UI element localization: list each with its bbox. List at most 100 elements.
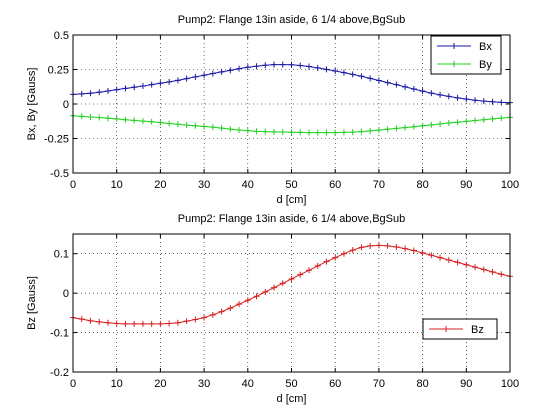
data-point-bx <box>113 86 120 93</box>
data-point-bz <box>367 242 374 249</box>
x-tick-label: 90 <box>460 179 472 191</box>
data-point-by <box>297 129 304 136</box>
y-axis-label-bz: Bz [Gauss] <box>26 276 38 330</box>
data-point-bz <box>157 320 164 327</box>
data-point-by <box>340 129 347 136</box>
x-tick-label: 0 <box>70 179 76 191</box>
x-tick-label: 0 <box>70 378 76 390</box>
data-point-bz <box>271 284 278 291</box>
data-point-bz <box>419 249 426 256</box>
data-point-bx <box>332 68 339 75</box>
data-point-by <box>166 120 173 127</box>
y-tick-label: -0.25 <box>44 134 69 146</box>
data-point-bx <box>297 62 304 69</box>
data-point-bz <box>148 320 155 327</box>
data-point-by <box>428 121 435 128</box>
data-point-bz <box>375 242 382 249</box>
data-point-by <box>157 119 164 126</box>
legend-label-by: By <box>479 59 492 71</box>
data-point-by <box>131 117 138 124</box>
data-point-by <box>314 129 321 136</box>
data-point-bx <box>472 97 479 104</box>
ticks-bx-by: 0 10 20 30 40 50 60 70 80 90 100 -0.5 -0.25 0 0.25 0.5 <box>44 30 519 191</box>
data-point-bz <box>236 301 243 308</box>
data-point-bz <box>454 259 461 266</box>
data-point-bx <box>174 77 181 84</box>
data-point-bx <box>157 80 164 87</box>
x-tick-label: 50 <box>285 378 297 390</box>
legend-label-bx: Bx <box>479 41 492 53</box>
data-point-bx <box>305 63 312 70</box>
data-point-by <box>218 125 225 132</box>
legend-marker-by <box>451 61 457 67</box>
data-point-bz <box>166 320 173 327</box>
data-point-by <box>113 115 120 122</box>
data-point-bz <box>227 305 234 312</box>
ticks-bz: 0 10 20 30 40 50 60 70 80 90 100 -0.2 -0.1 0 0.1 <box>50 234 519 390</box>
data-point-bx <box>454 94 461 101</box>
data-point-bx <box>375 77 382 84</box>
data-point-by <box>358 128 365 135</box>
data-point-bz <box>340 250 347 257</box>
data-point-bx <box>78 90 85 97</box>
data-point-by <box>148 118 155 125</box>
data-point-bz <box>323 258 330 265</box>
data-point-bz <box>437 254 444 261</box>
data-point-by <box>236 126 243 133</box>
x-axis-label-bz: d [cm] <box>277 393 307 405</box>
data-point-by <box>209 124 216 131</box>
data-point-by <box>122 116 129 123</box>
data-point-bz <box>463 261 470 268</box>
data-point-bz <box>262 288 269 295</box>
series-layer-bx-by <box>70 61 513 136</box>
x-tick-label: 30 <box>198 179 210 191</box>
data-point-bz <box>349 247 356 254</box>
x-tick-label: 60 <box>329 378 341 390</box>
data-point-bx <box>340 69 347 76</box>
x-tick-label: 40 <box>242 378 254 390</box>
data-point-bz <box>489 268 496 275</box>
data-point-by <box>437 121 444 128</box>
data-point-bx <box>489 98 496 105</box>
data-point-bz <box>96 318 103 325</box>
chart-title-bx-by: Pump2: Flange 13in aside, 6 1/4 above,Bg… <box>178 14 406 26</box>
legend-box-bx-by <box>430 35 502 75</box>
data-point-bx <box>445 93 452 100</box>
y-tick-label: -0.1 <box>50 328 69 340</box>
y-tick-label: -0.5 <box>50 168 69 180</box>
x-tick-label: 100 <box>501 179 519 191</box>
x-tick-label: 80 <box>416 378 428 390</box>
data-point-by <box>463 118 470 125</box>
data-point-bz <box>192 316 199 323</box>
data-point-by <box>332 129 339 136</box>
data-point-bx <box>367 75 374 82</box>
data-point-bx <box>349 71 356 78</box>
data-point-by <box>305 129 312 136</box>
data-point-by <box>201 123 208 130</box>
legend-label-bz: Bz <box>471 324 484 336</box>
data-point-bz <box>410 247 417 254</box>
data-point-bz <box>332 254 339 261</box>
data-point-bz <box>174 319 181 326</box>
data-point-bz <box>122 320 129 327</box>
data-point-bz <box>297 271 304 278</box>
data-point-bx <box>314 64 321 71</box>
data-point-bx <box>244 64 251 71</box>
data-point-bx <box>463 96 470 103</box>
data-point-bz <box>428 252 435 259</box>
data-point-bz <box>78 316 85 323</box>
data-point-bz <box>209 311 216 318</box>
data-point-bz <box>393 244 400 251</box>
x-tick-label: 30 <box>198 378 210 390</box>
x-tick-label: 40 <box>242 179 254 191</box>
y-tick-label: 0 <box>63 288 69 300</box>
data-point-by <box>445 120 452 127</box>
data-point-bx <box>262 62 269 69</box>
data-point-by <box>78 113 85 120</box>
x-axis-label-bx-by: d [cm] <box>277 194 307 206</box>
data-point-by <box>288 129 295 136</box>
y-tick-label: 0.1 <box>54 249 69 261</box>
x-tick-label: 90 <box>460 378 472 390</box>
data-point-bz <box>253 293 260 300</box>
y-tick-label: 0.25 <box>48 65 69 77</box>
